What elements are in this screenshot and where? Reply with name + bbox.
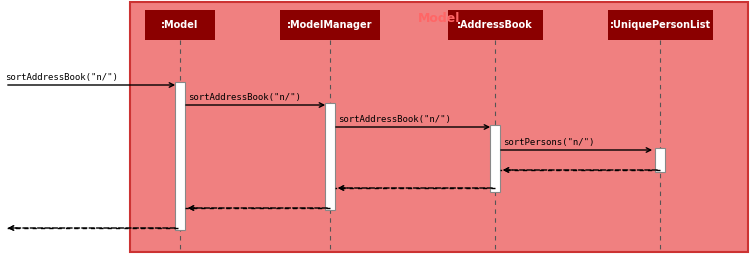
Text: sortPersons("n/"): sortPersons("n/") [503,138,594,147]
Text: sortAddressBook("n/"): sortAddressBook("n/") [338,115,451,124]
Bar [145,10,215,40]
Bar [130,2,748,252]
Text: Model: Model [418,12,460,25]
Bar [0,0,130,254]
Bar [655,148,665,172]
Text: :UniquePersonList: :UniquePersonList [610,20,710,30]
Text: sortAddressBook("n/"): sortAddressBook("n/") [188,93,301,102]
Text: :Model: :Model [161,20,199,30]
Bar [280,10,380,40]
Bar [608,10,712,40]
Text: sortAddressBook("n/"): sortAddressBook("n/") [5,73,118,82]
Bar [325,103,335,210]
Bar [175,82,185,230]
Text: :AddressBook: :AddressBook [457,20,532,30]
Bar [448,10,542,40]
Bar [490,125,500,192]
Text: :ModelManager: :ModelManager [287,20,373,30]
